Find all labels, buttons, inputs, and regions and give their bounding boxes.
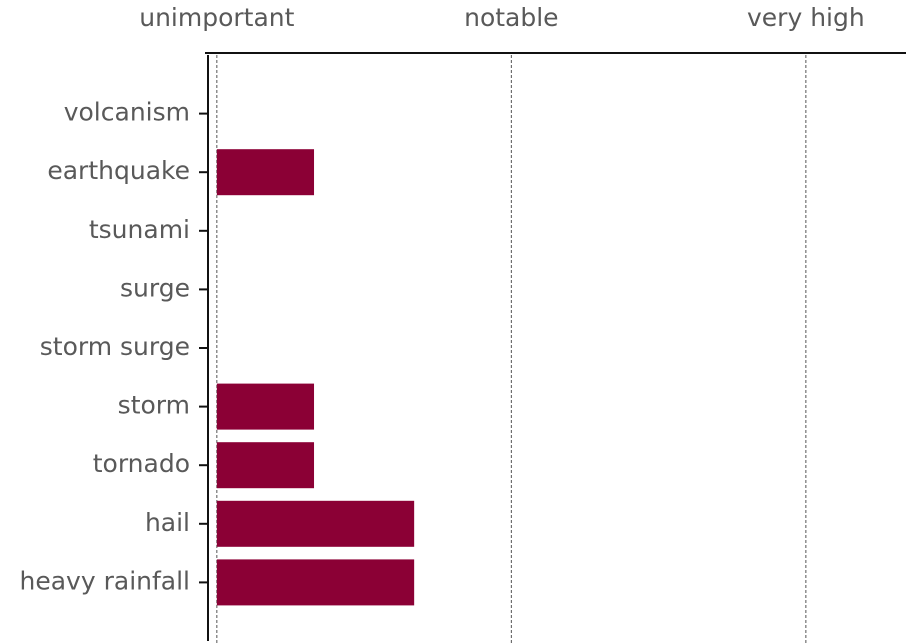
y-tick-label: storm surge bbox=[40, 332, 190, 361]
x-tick-label: notable bbox=[464, 3, 558, 32]
y-tick-label: volcanism bbox=[64, 98, 190, 127]
y-tick-label: hail bbox=[145, 508, 190, 537]
y-tick-label: heavy rainfall bbox=[20, 566, 190, 595]
y-tick-label: tornado bbox=[93, 449, 190, 478]
y-tick-label: tsunami bbox=[89, 215, 190, 244]
y-tick-label: surge bbox=[120, 273, 190, 302]
y-tick-label: earthquake bbox=[47, 156, 190, 185]
bar bbox=[216, 559, 415, 606]
bar bbox=[216, 442, 315, 489]
bar bbox=[216, 149, 315, 196]
x-tick-label: unimportant bbox=[139, 3, 294, 32]
y-tick-label: storm bbox=[118, 391, 190, 420]
x-tick-label: very high bbox=[747, 3, 865, 32]
bar bbox=[216, 500, 415, 547]
bar bbox=[216, 383, 315, 430]
